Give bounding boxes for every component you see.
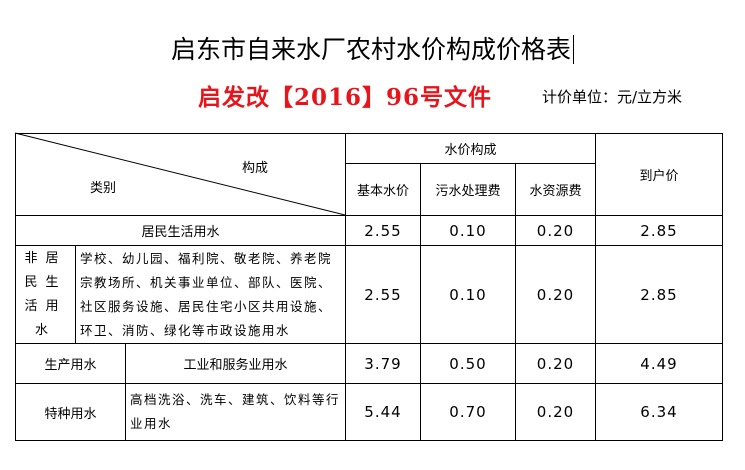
row-value: 6.34: [595, 383, 723, 441]
row-value: 3.79: [345, 343, 421, 384]
row-value: 0.10: [420, 215, 516, 246]
row-value: 2.85: [595, 215, 723, 246]
row-value: 5.44: [345, 383, 421, 441]
row-value: 2.85: [595, 245, 723, 344]
row-value: 0.20: [515, 245, 596, 344]
row-category: 非居民生活用水: [15, 245, 76, 344]
header-column: 水资源费: [515, 163, 596, 216]
header-column: 基本水价: [345, 163, 421, 216]
row-description: 工业和服务业用水: [125, 343, 346, 384]
row-value: 0.50: [420, 343, 516, 384]
row-category: 生产用水: [15, 343, 126, 384]
row-value: 2.55: [345, 245, 421, 344]
unit: 计价单位：元/立方米: [542, 88, 683, 106]
row-category: 特种用水: [15, 383, 126, 441]
document-number: 启发改【2016】96号文件: [198, 84, 493, 111]
row-value: 0.70: [420, 383, 516, 441]
header-composition: 构成: [242, 161, 269, 176]
row-category: 居民生活用水: [15, 215, 346, 246]
row-description: 学校、幼儿园、福利院、敬老院、养老院宗教场所、机关事业单位、部队、医院、社区服务…: [75, 245, 346, 344]
title-text: 启东市自来水厂农村水价构成价格表: [170, 35, 574, 64]
header-column: 污水处理费: [420, 163, 516, 216]
header-group: 水价构成: [345, 133, 596, 164]
header-category: 类别: [90, 181, 117, 196]
row-description: 高档洗浴、洗车、建筑、饮料等行业用水: [125, 383, 346, 441]
row-value: 0.20: [515, 343, 596, 384]
header-diagonal-cell: [15, 133, 346, 216]
row-value: 4.49: [595, 343, 723, 384]
row-value: 0.20: [515, 215, 596, 246]
title: 启东市自来水厂农村水价构成价格表: [0, 30, 745, 66]
row-value: 0.20: [515, 383, 596, 441]
row-value: 0.10: [420, 245, 516, 344]
row-value: 2.55: [345, 215, 421, 246]
header-final: 到户价: [595, 133, 723, 216]
